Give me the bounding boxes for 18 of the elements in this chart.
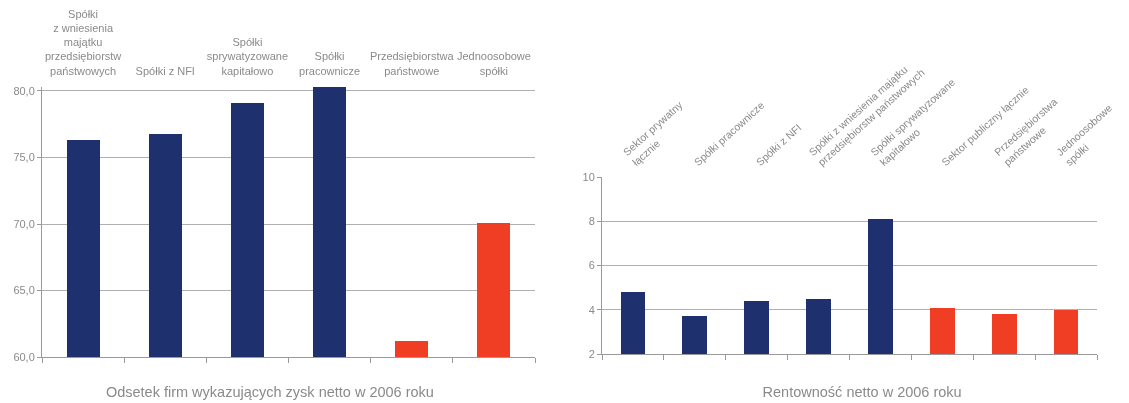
text: Rentowność netto w 2006 roku (762, 384, 962, 401)
y-tick-label: 70,0 (13, 217, 35, 230)
y-tick-label: 4 (588, 303, 595, 316)
x-tick-label: Spółki sprywatyzowane kapitałowo (206, 36, 289, 77)
y-tick-label: 6 (588, 259, 595, 272)
y-tick-label: 2 (588, 347, 595, 360)
y-tick-label: 65,0 (13, 284, 35, 297)
x-tick-label: Jednoosobowe spółki (456, 50, 531, 77)
text: Odsetek firm wykazujących zysk netto w 2006 roku (105, 384, 434, 401)
x-tick-label: Spółki z wniesienia majątku przedsiębiorstw państwowych (44, 7, 122, 77)
x-tick-label: Spółki z NFI (135, 64, 195, 77)
x-tick-label: Spółki pracownicze (299, 50, 361, 77)
y-tick-label: 8 (588, 215, 595, 228)
x-tick-label: Przedsiębiorstwa państwowe (369, 50, 455, 77)
y-tick-label: 10 (582, 170, 595, 183)
y-tick-label: 80,0 (13, 84, 35, 97)
y-tick-label: 60,0 (13, 350, 35, 363)
y-tick-label: 75,0 (13, 151, 35, 164)
